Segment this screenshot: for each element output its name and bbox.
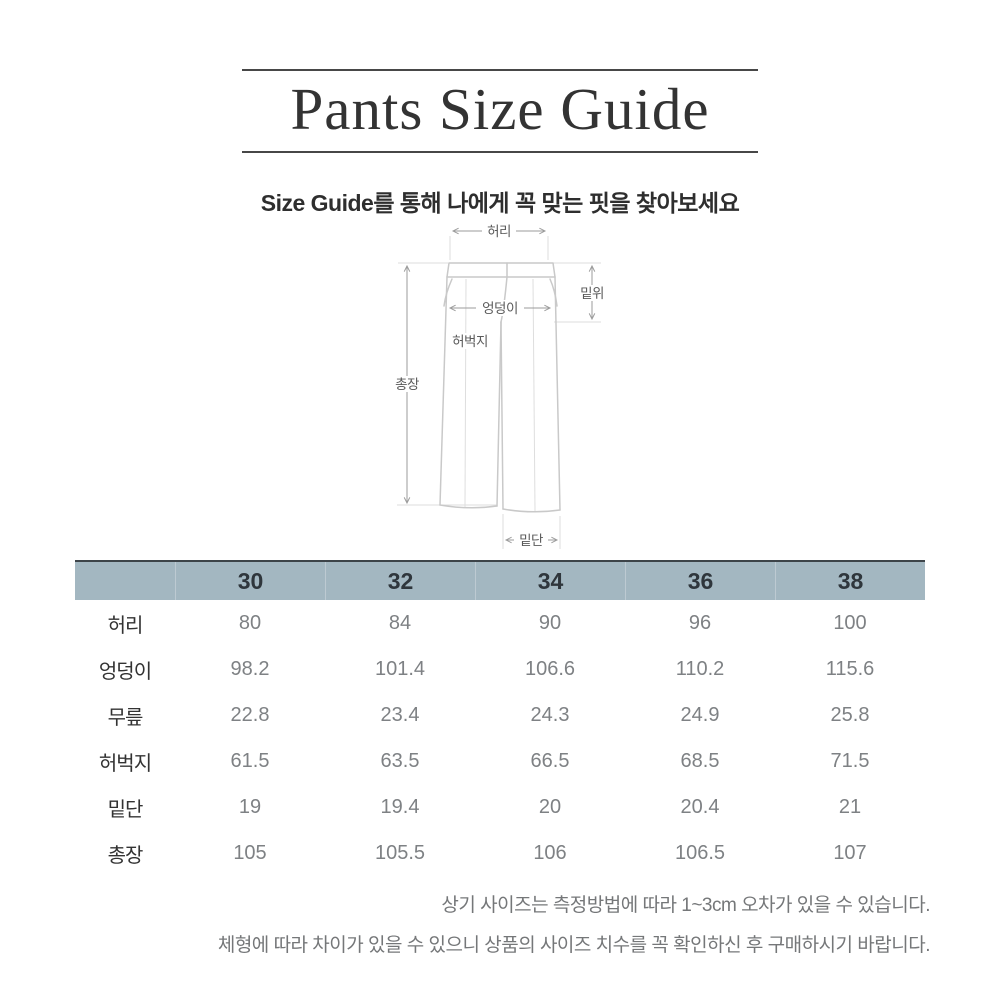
table-row: 허벅지 61.5 63.5 66.5 68.5 71.5 — [75, 738, 925, 784]
page-title: Pants Size Guide — [290, 76, 710, 142]
size-value: 23.4 — [380, 703, 420, 726]
size-value: 110.2 — [675, 657, 725, 680]
table-row: 허리 80 84 90 96 100 — [75, 600, 925, 646]
size-value: 107 — [833, 841, 867, 864]
table-corner-cell — [75, 562, 175, 600]
size-value: 84 — [388, 611, 412, 634]
size-value: 100 — [833, 611, 867, 634]
table-row: 무릎 22.8 23.4 24.3 24.9 25.8 — [75, 692, 925, 738]
size-note-line2: 체형에 따라 차이가 있을 수 있으니 상품의 사이즈 치수를 꼭 확인하신 후… — [217, 935, 931, 956]
size-notes: 상기 사이즈는 측정방법에 따라 1~3cm 오차가 있을 수 있습니다. 체형… — [217, 886, 931, 966]
size-column-header: 36 — [625, 562, 775, 600]
size-value: 105 — [233, 841, 267, 864]
size-value: 24.3 — [530, 703, 570, 726]
extension-lines — [397, 236, 601, 549]
length-dimension-label: 총장 — [395, 377, 419, 392]
size-table: 30 32 34 36 38 허리 80 84 90 96 100 엉덩이 98… — [75, 560, 925, 876]
size-value: 80 — [238, 611, 262, 634]
size-value: 22.8 — [230, 703, 270, 726]
size-column-header: 38 — [775, 562, 925, 600]
measure-label: 허리 — [107, 614, 144, 637]
size-value: 105.5 — [374, 841, 426, 864]
size-value: 115.6 — [825, 657, 875, 680]
size-value: 71.5 — [830, 749, 870, 772]
thigh-dimension-label: 허벅지 — [452, 334, 488, 349]
table-header-row: 30 32 34 36 38 — [75, 560, 925, 600]
size-value: 63.5 — [380, 749, 420, 772]
size-column-header: 32 — [325, 562, 475, 600]
subtitle: Size Guide를 통해 나에게 꼭 맞는 핏을 찾아보세요 — [260, 190, 740, 216]
size-value: 101.4 — [374, 657, 426, 680]
hip-dimension-label: 엉덩이 — [482, 301, 518, 316]
size-value: 21 — [838, 795, 862, 818]
size-column-header: 30 — [175, 562, 325, 600]
size-value: 90 — [538, 611, 562, 634]
measure-label: 무릎 — [107, 706, 144, 729]
size-value: 20 — [538, 795, 562, 818]
size-value: 96 — [688, 611, 712, 634]
size-value: 19 — [238, 795, 262, 818]
size-column-header: 34 — [475, 562, 625, 600]
size-value: 106 — [533, 841, 567, 864]
dimension-labels: 허리 총장 밑위 엉덩이 허벅지 밑단 — [390, 223, 609, 548]
measure-label: 총장 — [107, 844, 144, 867]
size-value: 61.5 — [230, 749, 270, 772]
size-value: 66.5 — [530, 749, 570, 772]
measure-label: 밑단 — [107, 798, 144, 821]
hem-dimension-label: 밑단 — [519, 533, 543, 548]
title-rule-bottom — [242, 151, 758, 153]
measure-label: 허벅지 — [98, 752, 152, 775]
size-value: 68.5 — [680, 749, 720, 772]
table-row: 총장 105 105.5 106 106.5 107 — [75, 830, 925, 876]
size-value: 24.9 — [680, 703, 720, 726]
table-row: 밑단 19 19.4 20 20.4 21 — [75, 784, 925, 830]
size-note-line1: 상기 사이즈는 측정방법에 따라 1~3cm 오차가 있을 수 있습니다. — [441, 895, 930, 916]
pants-measurement-diagram: 허리 총장 밑위 엉덩이 허벅지 밑단 — [390, 223, 609, 549]
size-value: 20.4 — [680, 795, 720, 818]
rise-dimension-label: 밑위 — [580, 286, 604, 301]
size-value: 106.5 — [674, 841, 726, 864]
title-rule-top — [242, 69, 758, 71]
pants-outline — [439, 262, 561, 513]
waist-dimension-label: 허리 — [487, 224, 511, 239]
size-value: 98.2 — [230, 657, 270, 680]
table-row: 엉덩이 98.2 101.4 106.6 110.2 115.6 — [75, 646, 925, 692]
measure-label: 엉덩이 — [98, 660, 152, 683]
size-value: 25.8 — [830, 703, 870, 726]
size-value: 106.6 — [524, 657, 576, 680]
size-value: 19.4 — [380, 795, 420, 818]
